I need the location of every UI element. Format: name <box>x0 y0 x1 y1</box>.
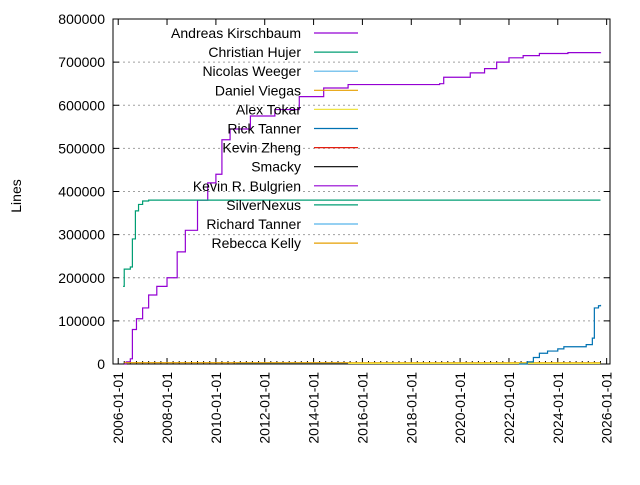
y-tick-label: 800000 <box>58 11 105 27</box>
x-tick-label: 2022-01-01 <box>501 372 517 444</box>
x-tick-label: 2016-01-01 <box>354 372 370 444</box>
legend-label: Richard Tanner <box>206 216 301 232</box>
legend-label: Kevin R. Bulgrien <box>193 178 301 194</box>
legend-label: Christian Hujer <box>208 44 301 60</box>
x-tick-label: 2014-01-01 <box>306 372 322 444</box>
y-axis-label: Lines <box>8 179 24 212</box>
legend-label: Nicolas Weeger <box>202 63 301 79</box>
x-tick-label: 2006-01-01 <box>110 372 126 444</box>
y-tick-label: 200000 <box>58 270 105 286</box>
y-tick-label: 0 <box>97 356 105 372</box>
x-tick-label: 2012-01-01 <box>257 372 273 444</box>
y-tick-label: 100000 <box>58 313 105 329</box>
plot-border <box>112 18 611 365</box>
legend-label: Smacky <box>251 159 301 175</box>
x-tick-label: 2020-01-01 <box>452 372 468 444</box>
y-tick-label: 300000 <box>58 227 105 243</box>
x-tick-label: 2026-01-01 <box>599 372 615 444</box>
x-tick-label: 2024-01-01 <box>550 372 566 444</box>
y-tick-label: 700000 <box>58 54 105 70</box>
legend-label: SilverNexus <box>226 197 301 213</box>
series-line-andreas-kirschbaum <box>124 52 602 365</box>
series-line-christian-hujer <box>123 199 601 287</box>
legend-label: Rebecca Kelly <box>212 235 302 251</box>
x-tick-label: 2010-01-01 <box>208 372 224 444</box>
legend-label: Andreas Kirschbaum <box>171 25 301 41</box>
legend-label: Rick Tanner <box>227 121 301 137</box>
y-tick-label: 600000 <box>58 97 105 113</box>
legend-label: Kevin Zheng <box>222 140 301 156</box>
x-tick-label: 2018-01-01 <box>403 372 419 444</box>
y-tick-label: 500000 <box>58 140 105 156</box>
x-tick-label: 2008-01-01 <box>159 372 175 444</box>
y-tick-label: 400000 <box>58 184 105 200</box>
series-line-rick-tanner <box>519 304 602 365</box>
legend-label: Daniel Viegas <box>215 82 301 98</box>
legend-label: Alex Tokar <box>236 101 301 117</box>
